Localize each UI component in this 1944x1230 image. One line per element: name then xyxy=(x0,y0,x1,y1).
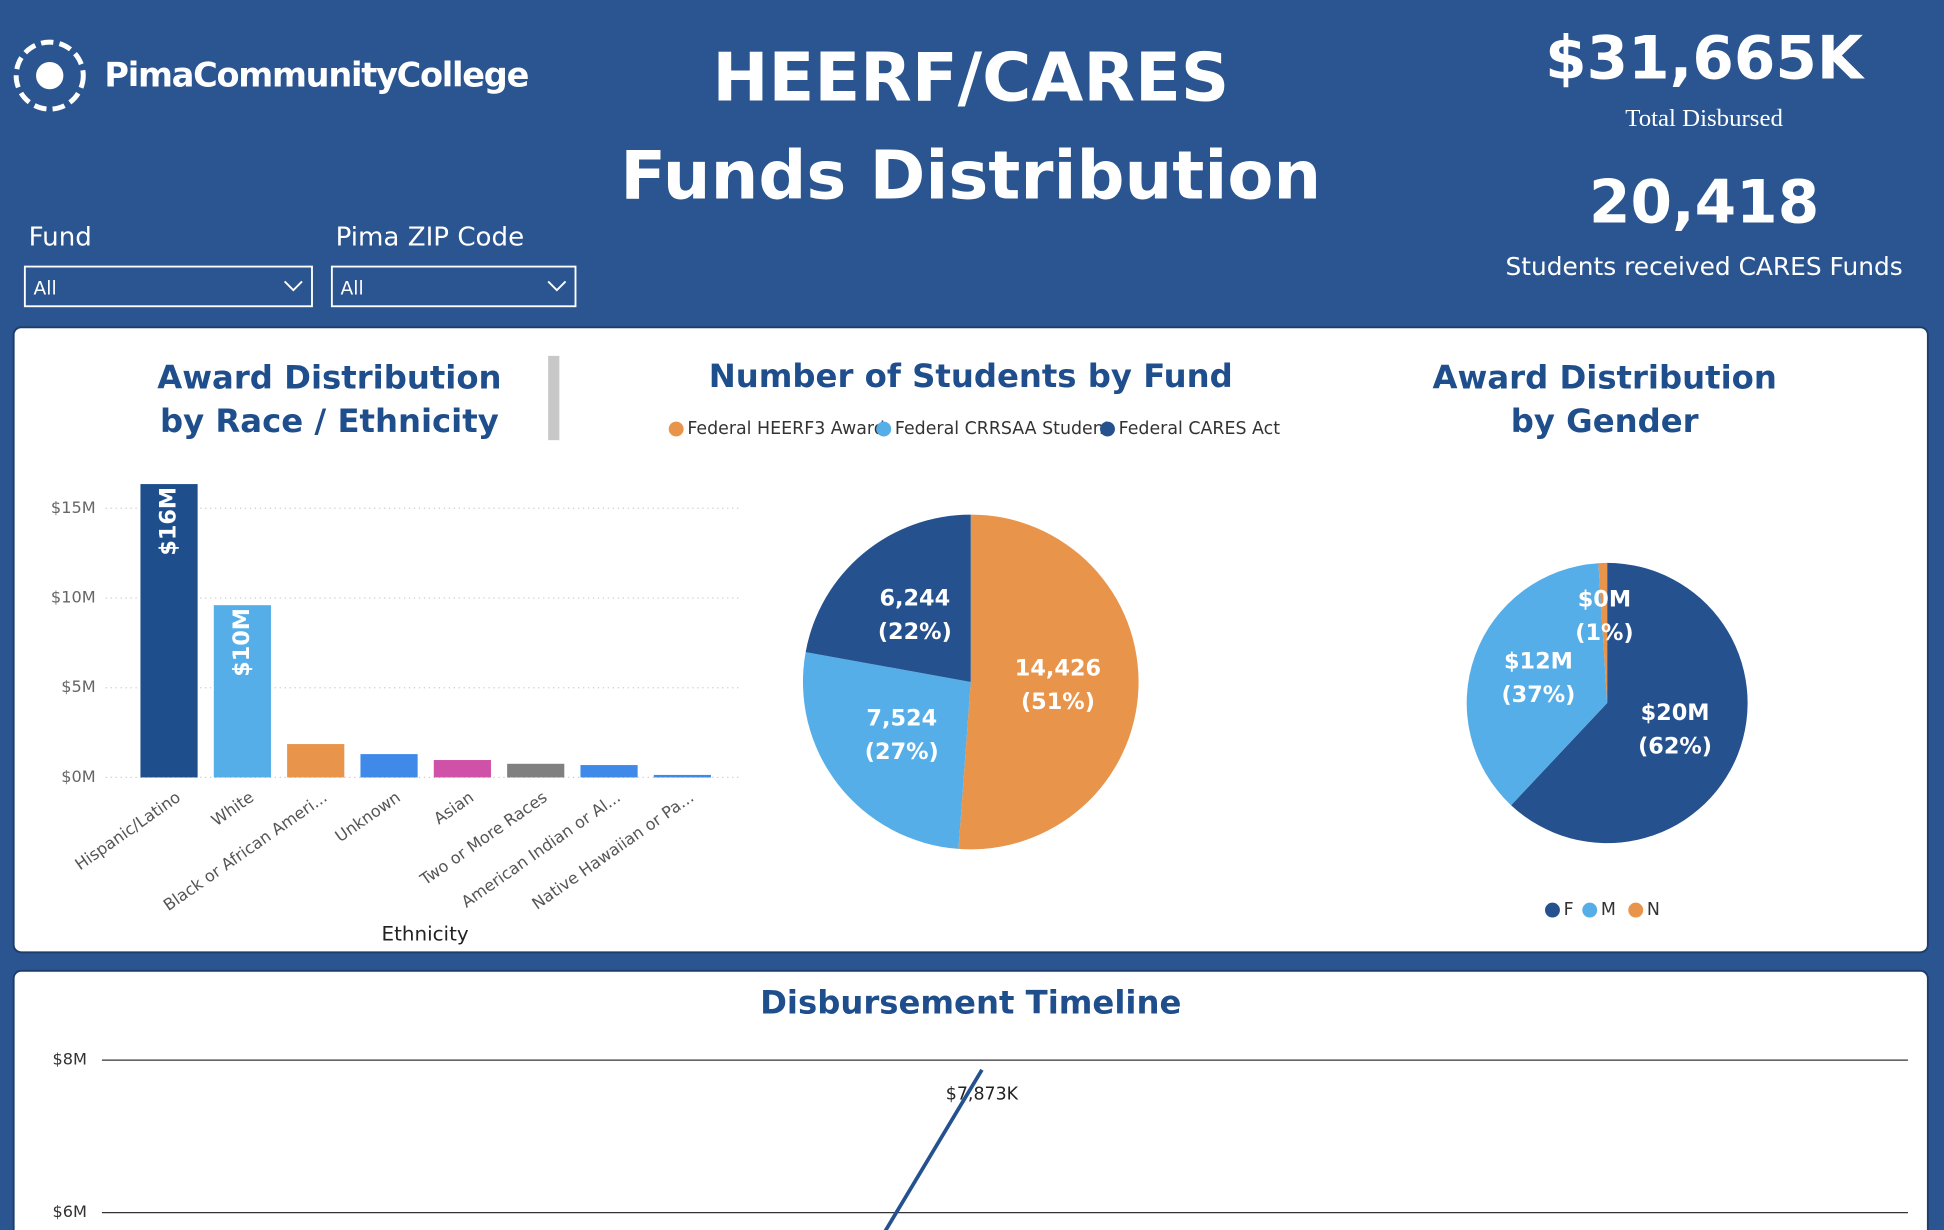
logo-icon-core xyxy=(36,61,64,90)
chart-title: Award Distribution xyxy=(1432,358,1776,396)
data-label: 14,426 xyxy=(1015,656,1101,682)
data-label: $7,873K xyxy=(946,1085,1019,1105)
dropdown-arrow[interactable] xyxy=(547,280,567,292)
data-label: $0M xyxy=(1578,587,1631,613)
dropdown-box[interactable] xyxy=(23,265,313,308)
kpi-label: Students received CARES Funds xyxy=(1506,252,1903,281)
bar xyxy=(287,744,345,778)
bar xyxy=(580,765,638,778)
bar xyxy=(213,605,271,778)
charts: Award Distribution by Race / Ethnicity $0M… xyxy=(51,357,1908,1230)
bar xyxy=(140,484,198,778)
dropdown-box[interactable] xyxy=(330,265,577,308)
main-title: HEERF/CARES xyxy=(712,38,1229,116)
data-label: $10M xyxy=(229,608,255,677)
filter-label: Fund xyxy=(29,223,92,253)
pie-slice xyxy=(1511,562,1748,844)
data-label: (22%) xyxy=(878,619,952,645)
x-axis-title: Ethnicity xyxy=(382,922,469,945)
dropdown-arrow[interactable] xyxy=(283,280,303,292)
data-label: (27%) xyxy=(865,739,939,765)
legend-marker xyxy=(1545,902,1560,918)
dropdown[interactable]: All xyxy=(330,265,577,308)
chart-title: Number of Students by Fund xyxy=(709,357,1233,395)
data-label: (51%) xyxy=(1021,689,1095,715)
panel xyxy=(12,969,1929,1230)
legend-entry: Federal CARES Act xyxy=(1119,419,1281,439)
dropdown-value[interactable]: All xyxy=(341,278,364,299)
kpi-label: Total Disbursed xyxy=(1625,105,1783,132)
pie-slice xyxy=(802,652,971,849)
main-title: Funds Distribution xyxy=(620,136,1321,214)
legend-marker xyxy=(1100,421,1115,437)
legend-marker xyxy=(1582,902,1598,918)
data-label: $20M xyxy=(1641,700,1710,726)
chart-title: Award Distribution xyxy=(157,358,501,396)
scrollbar xyxy=(548,355,560,441)
y-tick-label: $15M xyxy=(51,498,96,517)
logo-text: PimaCommunityCollege xyxy=(104,55,528,94)
legend-marker xyxy=(1628,902,1644,918)
legend-entry: Federal CRRSAA Student xyxy=(895,419,1111,439)
pie-slice xyxy=(958,514,1139,850)
pie-slice xyxy=(1598,562,1608,704)
pie-slice xyxy=(1466,563,1608,806)
legend-entry: Federal HEERF3 Award xyxy=(687,419,884,439)
legend-marker xyxy=(668,421,684,437)
dropdown[interactable]: All xyxy=(23,265,313,308)
data-label: (62%) xyxy=(1638,734,1712,760)
y-tick-label: $10M xyxy=(51,588,96,607)
kpi-value: $31,665K xyxy=(1545,25,1865,94)
logo: PimaCommunityCollege xyxy=(13,39,530,112)
line xyxy=(883,1068,984,1230)
chart-title: Disbursement Timeline xyxy=(760,983,1181,1021)
legend-entry: N xyxy=(1647,900,1660,920)
chart-title: by Gender xyxy=(1511,402,1699,440)
data-label: $12M xyxy=(1504,649,1573,675)
legend-entry: F xyxy=(1564,900,1574,920)
dropdown-value[interactable]: All xyxy=(34,278,57,299)
data-label: (1%) xyxy=(1575,620,1633,646)
chart-title: by Race / Ethnicity xyxy=(160,402,499,440)
legend-marker xyxy=(876,421,892,437)
pie-slice xyxy=(805,514,971,682)
data-label: 6,244 xyxy=(879,586,950,612)
data-label: $16M xyxy=(156,487,182,556)
y-tick-label: $8M xyxy=(53,1050,87,1069)
data-label: (37%) xyxy=(1501,682,1575,708)
bar xyxy=(507,763,565,778)
legend-entry: M xyxy=(1601,900,1616,920)
y-tick-label: $6M xyxy=(53,1202,87,1221)
y-tick-label: $5M xyxy=(61,677,95,696)
kpi-value: 20,418 xyxy=(1589,168,1819,237)
logo-icon xyxy=(13,39,86,112)
bar xyxy=(360,754,418,778)
data-label: 7,524 xyxy=(866,706,937,732)
filter-label: Pima ZIP Code xyxy=(336,223,525,253)
bar xyxy=(433,760,491,778)
y-tick-label: $0M xyxy=(61,767,95,786)
bar xyxy=(653,774,711,778)
